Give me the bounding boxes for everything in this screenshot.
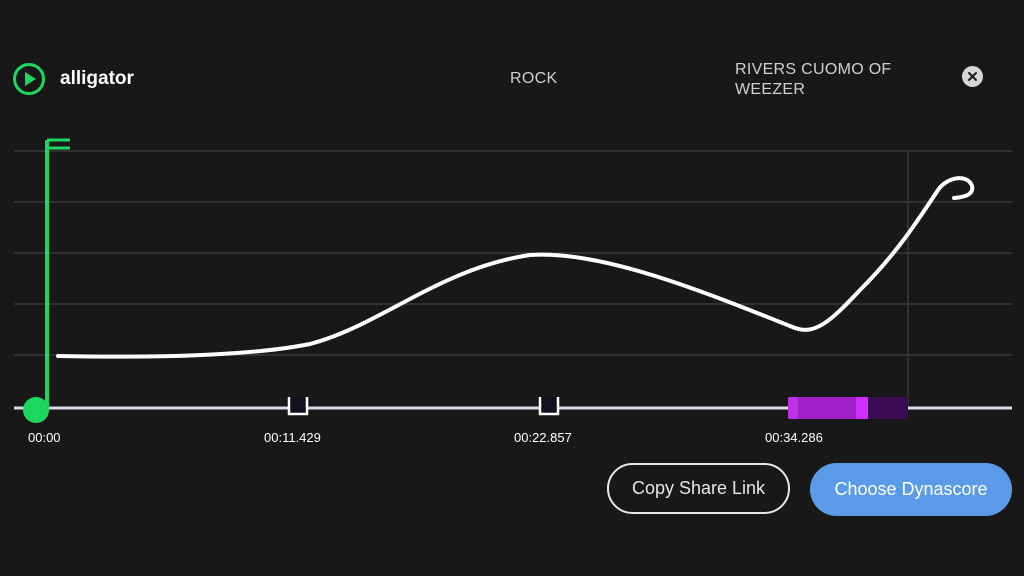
time-label: 00:00	[28, 430, 61, 445]
song-title: alligator	[60, 68, 134, 89]
copy-share-link-button[interactable]: Copy Share Link	[607, 463, 790, 514]
time-label: 00:22.857	[514, 430, 572, 445]
timeline-marker[interactable]	[287, 397, 309, 416]
close-icon	[968, 72, 977, 81]
play-circle-icon[interactable]	[12, 62, 46, 96]
genre-label: ROCK	[510, 70, 558, 87]
time-label: 00:11.429	[264, 430, 321, 445]
artist-label: RIVERS CUOMO OF WEEZER	[735, 61, 892, 98]
timeline-marker[interactable]	[538, 397, 560, 416]
close-button[interactable]	[962, 66, 983, 87]
timeline-segment-highlight[interactable]	[788, 397, 908, 419]
playhead[interactable]	[23, 138, 70, 423]
time-label: 00:34.286	[765, 430, 823, 445]
intensity-curve[interactable]	[56, 176, 975, 359]
grid-lines	[14, 150, 1012, 406]
choose-dynascore-button[interactable]: Choose Dynascore	[810, 463, 1012, 516]
